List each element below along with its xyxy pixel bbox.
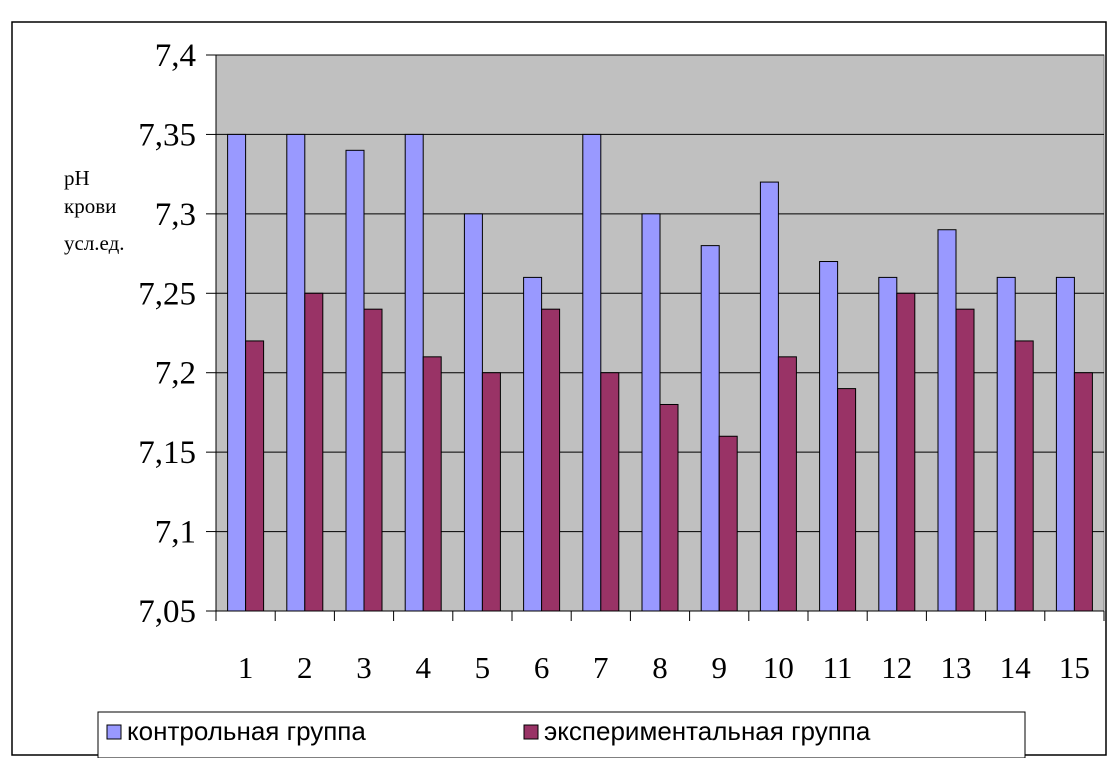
y-tick-label: 7,25 <box>138 276 196 312</box>
bar-control-group <box>286 133 306 612</box>
y-tick-label: 7,3 <box>155 197 196 233</box>
x-tick-label: 2 <box>297 650 313 685</box>
bar-control-group <box>1055 276 1075 612</box>
bar-experimental-group <box>718 435 738 612</box>
bar-experimental-group <box>422 356 442 612</box>
x-tick-label: 13 <box>941 650 972 685</box>
bar-control-group <box>878 276 898 612</box>
x-tick-label: 8 <box>652 650 668 685</box>
bar-experimental-group <box>245 340 265 612</box>
bar-control-group <box>641 213 661 612</box>
y-axis-label-line: pH <box>64 166 90 190</box>
bar-control-group <box>996 276 1016 612</box>
bar-control-group <box>463 213 483 612</box>
y-tick-labels: 7,05 7,1 7,15 7,2 7,25 7,3 7,35 7,4 <box>138 38 196 630</box>
bar-experimental-group <box>1073 372 1093 612</box>
bar-control-group <box>582 133 602 612</box>
x-tick-label: 7 <box>593 650 609 685</box>
bar-experimental-group <box>955 308 975 612</box>
bar-experimental-group <box>1014 340 1034 612</box>
x-tick-label: 12 <box>881 650 912 685</box>
bar-experimental-group <box>600 372 620 612</box>
x-tick-label: 5 <box>475 650 491 685</box>
legend-swatch-control <box>106 724 122 740</box>
bar-control-group <box>227 133 247 612</box>
bar-experimental-group <box>659 403 679 612</box>
y-tick-label: 7,35 <box>138 117 196 153</box>
x-tick-label: 6 <box>534 650 550 685</box>
y-axis-label-line: усл.ед. <box>64 231 125 255</box>
x-tick-label: 9 <box>711 650 727 685</box>
x-tick-label: 14 <box>1000 650 1032 685</box>
bar-control-group <box>819 261 839 612</box>
y-tick-label: 7,15 <box>138 435 196 471</box>
x-tick-label: 3 <box>356 650 372 685</box>
x-tick-label: 4 <box>415 650 431 685</box>
bar-experimental-group <box>363 308 383 612</box>
y-axis-label: pH крови усл.ед. <box>64 166 125 255</box>
x-tick-label: 10 <box>763 650 794 685</box>
bar-control-group <box>523 276 543 612</box>
legend-label: контрольная группа <box>127 716 366 746</box>
axes <box>206 54 1105 621</box>
bar-control-group <box>759 181 779 612</box>
x-tick-label: 11 <box>823 650 853 685</box>
x-tick-label: 15 <box>1059 650 1090 685</box>
legend-label: экспериментальная группа <box>544 716 871 746</box>
bar-experimental-group <box>481 372 501 612</box>
legend-swatch-experimental <box>523 724 539 740</box>
y-tick-label: 7,1 <box>155 515 196 551</box>
bar-control-group <box>345 149 365 612</box>
bar-experimental-group <box>896 292 916 612</box>
y-axis-label-line: крови <box>64 194 116 218</box>
y-tick-label: 7,2 <box>155 356 196 392</box>
bar-experimental-group <box>777 356 797 612</box>
y-tick-label: 7,05 <box>138 594 196 630</box>
x-tick-label: 1 <box>238 650 254 685</box>
bar-experimental-group <box>541 308 561 612</box>
bar-control-group <box>700 245 720 612</box>
legend-box <box>97 711 1026 759</box>
x-tick-labels: 1 2 3 4 5 6 7 8 9 10 11 12 13 14 15 <box>238 650 1090 685</box>
bar-experimental-group <box>837 388 857 612</box>
bar-experimental-group <box>304 292 324 612</box>
bar-control-group <box>937 229 957 612</box>
y-tick-label: 7,4 <box>155 38 196 74</box>
bars <box>227 133 1093 612</box>
bar-control-group <box>404 133 424 612</box>
legend: контрольная группа экспериментальная груп… <box>97 711 1026 759</box>
